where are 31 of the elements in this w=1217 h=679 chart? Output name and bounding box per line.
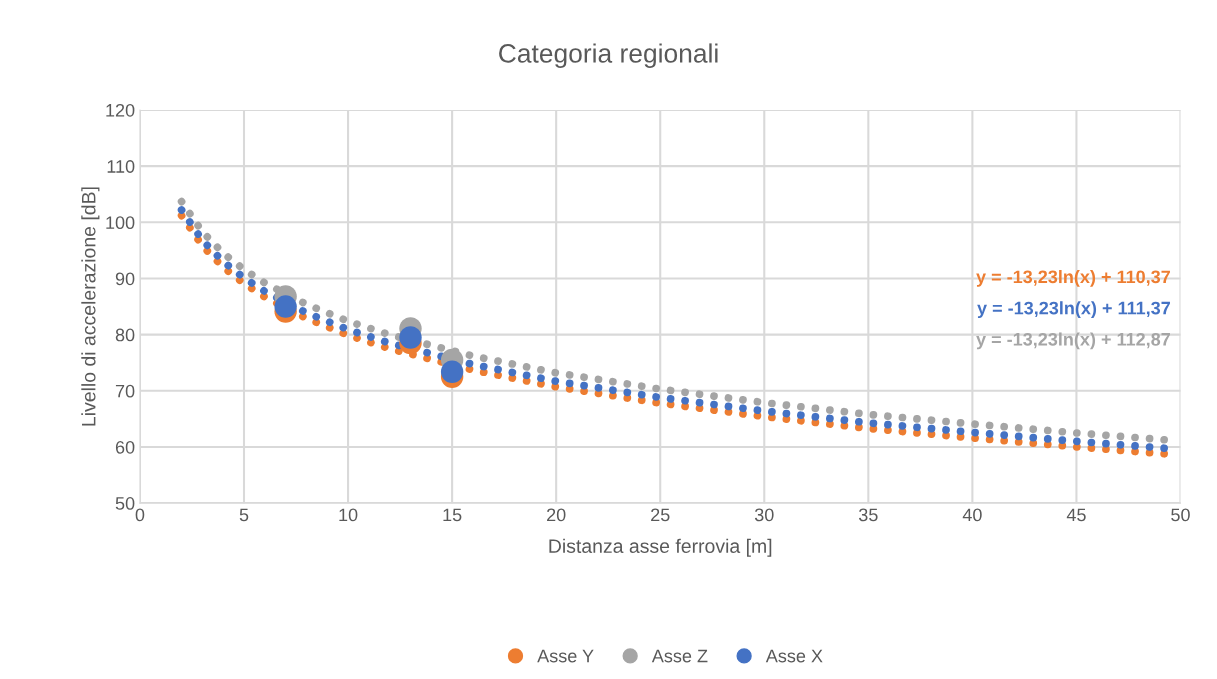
point [399,326,422,349]
x-tick-label: 10 [339,508,358,522]
annotation: y = -13,23ln(x) + 111,37 [977,301,1170,319]
x-tick-label: 5 [239,508,249,522]
x-axis-title: Distanza asse ferrovia [m] [549,538,772,557]
point [274,295,297,318]
x-tick-label: 25 [651,508,670,522]
x-tick-label: 30 [754,508,774,522]
y-tick-label: 80 [115,328,135,342]
y-tick-label: 120 [106,103,135,117]
x-tick-label: 50 [1171,508,1190,522]
annotation: y = -13,23ln(x) + 112,87 [976,332,1170,350]
x-tick-label: 45 [1066,508,1086,522]
y-tick-label: 60 [115,440,135,454]
chart-title: Categoria regionali [499,43,718,68]
legend-label: Asse X [765,649,823,663]
y-tick-label: 90 [115,272,135,286]
y-tick-label: 50 [115,497,135,510]
legend-label: Asse Z [651,649,708,663]
point [440,360,464,383]
x-tick-label: 0 [135,508,145,522]
legend-label: Asse Y [537,649,594,663]
y-tick-label: 110 [107,160,135,173]
x-tick-label: 40 [962,508,982,522]
y-tick-label: 70 [115,384,135,398]
y-axis-title: Livello di accelerazione [dB] [81,187,100,426]
y-tick-label: 100 [106,216,135,230]
x-tick-label: 35 [858,508,878,522]
annotation: y = -13,23ln(x) + 110,37 [976,269,1170,287]
x-tick-label: 20 [547,508,566,522]
x-tick-label: 15 [443,508,462,522]
